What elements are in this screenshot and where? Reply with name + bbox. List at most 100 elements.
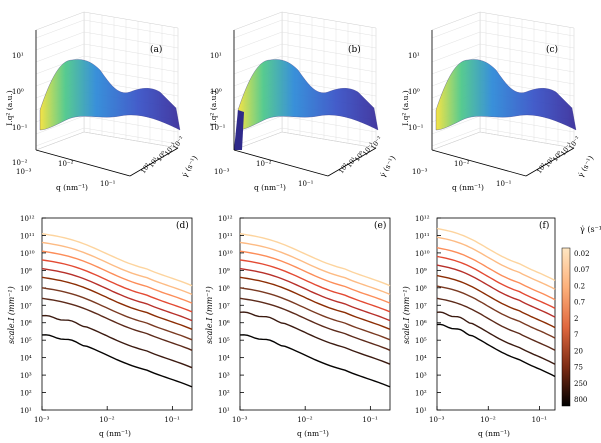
grid-line [233,31,283,51]
y-tick-label: 10² [415,390,427,398]
line-panel-(f): 10¹ 10² 10³ 10⁴ 10⁵ 10⁶ 10⁷ 10⁸ 10⁹ 10¹⁰ 10¹¹ 10¹² 1… [402,215,556,438]
z-tick-label: 10⁻¹ [12,124,28,132]
colorbar-gradient [561,247,571,407]
grid-line [35,19,85,39]
z-tick-label: 10⁰ [408,88,420,96]
series-line [436,236,556,290]
colorbar-label: 0.02 [574,250,590,258]
series-line [41,241,193,296]
series-line [239,250,391,304]
y-tick-label: 10³ [20,372,32,380]
x-axis-label: q (nm⁻¹) [56,183,88,192]
y-tick-label: 10⁷ [218,302,230,310]
grid-line [431,43,481,63]
y-tick-label: 10¹ [20,407,32,415]
y-axis-label: scale.I (mm⁻¹) [7,286,16,344]
y-tick-label: 10¹² [218,215,233,223]
grid-line [479,31,575,49]
y-tick-label: 10¹ [218,407,230,415]
x-tick-label: 10⁻¹ [532,416,548,424]
colorbar-label: 0.7 [574,299,585,307]
y-tick-label: 10² [218,390,230,398]
z-tick-label: 10¹ [210,52,222,60]
y-axis-label: γ̇ (s⁻¹) [180,154,200,179]
panel-label: (d) [176,220,189,231]
series-line [41,314,193,369]
grid-line [35,127,85,147]
series-line [41,233,193,287]
grid-line [83,43,179,61]
grid-line [479,19,575,37]
x-tick-label: 10⁻² [99,416,115,424]
x-tick-label: 10⁻² [297,416,313,424]
panel-label: (b) [348,44,361,55]
z-tick-label: 10⁰ [12,88,24,96]
y-axis-label: γ̇ (s⁻¹) [378,154,398,179]
grid-line [281,31,377,49]
x-axis-label: q (nm⁻¹) [297,429,329,438]
y-tick-label: 10⁴ [218,355,230,363]
y-tick-label: 10¹² [415,215,430,223]
series-line [436,247,556,301]
colorbar-label: 20 [574,347,583,355]
z-tick-label: 10⁰ [210,88,222,96]
series-line [41,334,193,388]
y-tick-label: 10¹¹ [415,232,430,240]
grid-line [83,31,179,49]
y-tick-label: 10⁸ [415,285,427,293]
y-tick-label: 10¹¹ [218,232,233,240]
x-tick-label: 10⁻³ [16,168,32,176]
series-line [41,250,193,304]
z-axis-label: I.q² (a.u.) [401,90,410,126]
series-line [239,276,391,330]
x-axis-label: q (nm⁻¹) [452,183,484,192]
colorbar-label: 800 [574,396,587,404]
series-line [239,267,391,322]
y-tick-label: 10¹⁰ [218,250,233,258]
x-tick-label: 10⁻¹ [164,416,180,424]
x-tick-label: 10⁻² [480,416,496,424]
grid-line [35,55,85,75]
series-line [436,227,556,282]
y-tick-label: 10⁶ [415,320,427,328]
grid-line [479,115,575,133]
bottom-line-panels: 10¹ 10² 10³ 10⁴ 10⁵ 10⁶ 10⁷ 10⁸ 10⁹ 10¹⁰ 10¹¹ 10¹² 1… [7,215,556,438]
series-line [436,255,556,310]
y-tick-label: 10⁷ [415,302,427,310]
grid-line [281,127,377,145]
y-axis-label: γ̇ (s⁻¹) [576,154,596,179]
panel-label: (c) [546,44,558,55]
y-tick-label: 10⁵ [218,337,230,345]
grid-line [83,127,179,145]
x-tick-label: 10⁻³ [429,416,445,424]
x-tick-label: 10⁻¹ [496,180,512,188]
colorbar-label: 2 [574,315,578,323]
colorbar-label: 250 [574,380,587,388]
y-axis [129,147,179,177]
grid-line [83,55,179,73]
grid-line [35,43,85,63]
y-tick-label: 10⁴ [20,355,32,363]
x-tick-label: 10⁻³ [34,416,50,424]
y-tick-label: 10⁸ [218,285,230,293]
colorbar-label: 0.2 [574,282,585,290]
grid-line [233,19,283,39]
y-tick-label: 10¹⁰ [415,250,430,258]
y-tick-label: 10⁹ [415,267,427,275]
panel-label: (e) [374,220,386,231]
series-line [41,267,193,322]
y-axis-label: scale.I (mm⁻¹) [205,286,214,344]
series-line [239,233,391,287]
z-tick-label: 10⁻¹ [408,124,424,132]
colorbar: γ̇ (s⁻¹) 0.02 0.07 0.2 0.7 2 7 20 75 250 800 [561,225,601,407]
grid-line [431,19,481,39]
y-axis [525,147,575,177]
y-tick-label: 10⁴ [415,355,427,363]
y-tick-label: 10¹¹ [20,232,35,240]
series-line [41,276,193,330]
line-panel-(d): 10¹ 10² 10³ 10⁴ 10⁵ 10⁶ 10⁷ 10⁸ 10⁹ 10¹⁰ 10¹¹ 10¹² 1… [7,215,193,438]
